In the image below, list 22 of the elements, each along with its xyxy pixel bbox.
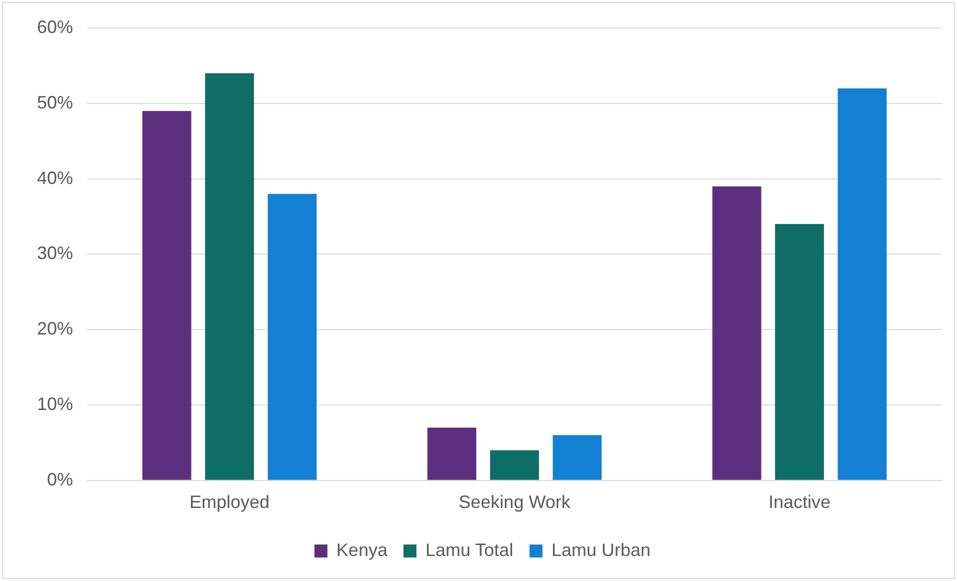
- legend-label: Lamu Total: [425, 540, 514, 560]
- y-tick-label: 20%: [36, 318, 74, 339]
- y-tick-label: 0%: [47, 469, 74, 490]
- x-tick-label: Seeking Work: [458, 492, 572, 512]
- bar: [142, 110, 192, 480]
- y-tick-label: 40%: [36, 168, 74, 188]
- bar: [775, 224, 824, 480]
- y-tick-label: 50%: [36, 92, 74, 112]
- bar: [205, 73, 254, 480]
- bar: [268, 194, 317, 480]
- x-tick-label: Employed: [190, 492, 270, 512]
- legend-label: Lamu Urban: [552, 540, 651, 560]
- bar: [427, 428, 476, 480]
- y-tick-label: 60%: [36, 16, 74, 37]
- bar: [552, 435, 602, 480]
- bar: [712, 186, 762, 480]
- legend-label: Kenya: [336, 540, 388, 560]
- bar: [838, 88, 887, 480]
- y-tick-label: 10%: [36, 394, 74, 414]
- bar: [490, 450, 539, 480]
- y-tick-label: 30%: [36, 243, 74, 264]
- x-tick-label: Inactive: [768, 492, 831, 512]
